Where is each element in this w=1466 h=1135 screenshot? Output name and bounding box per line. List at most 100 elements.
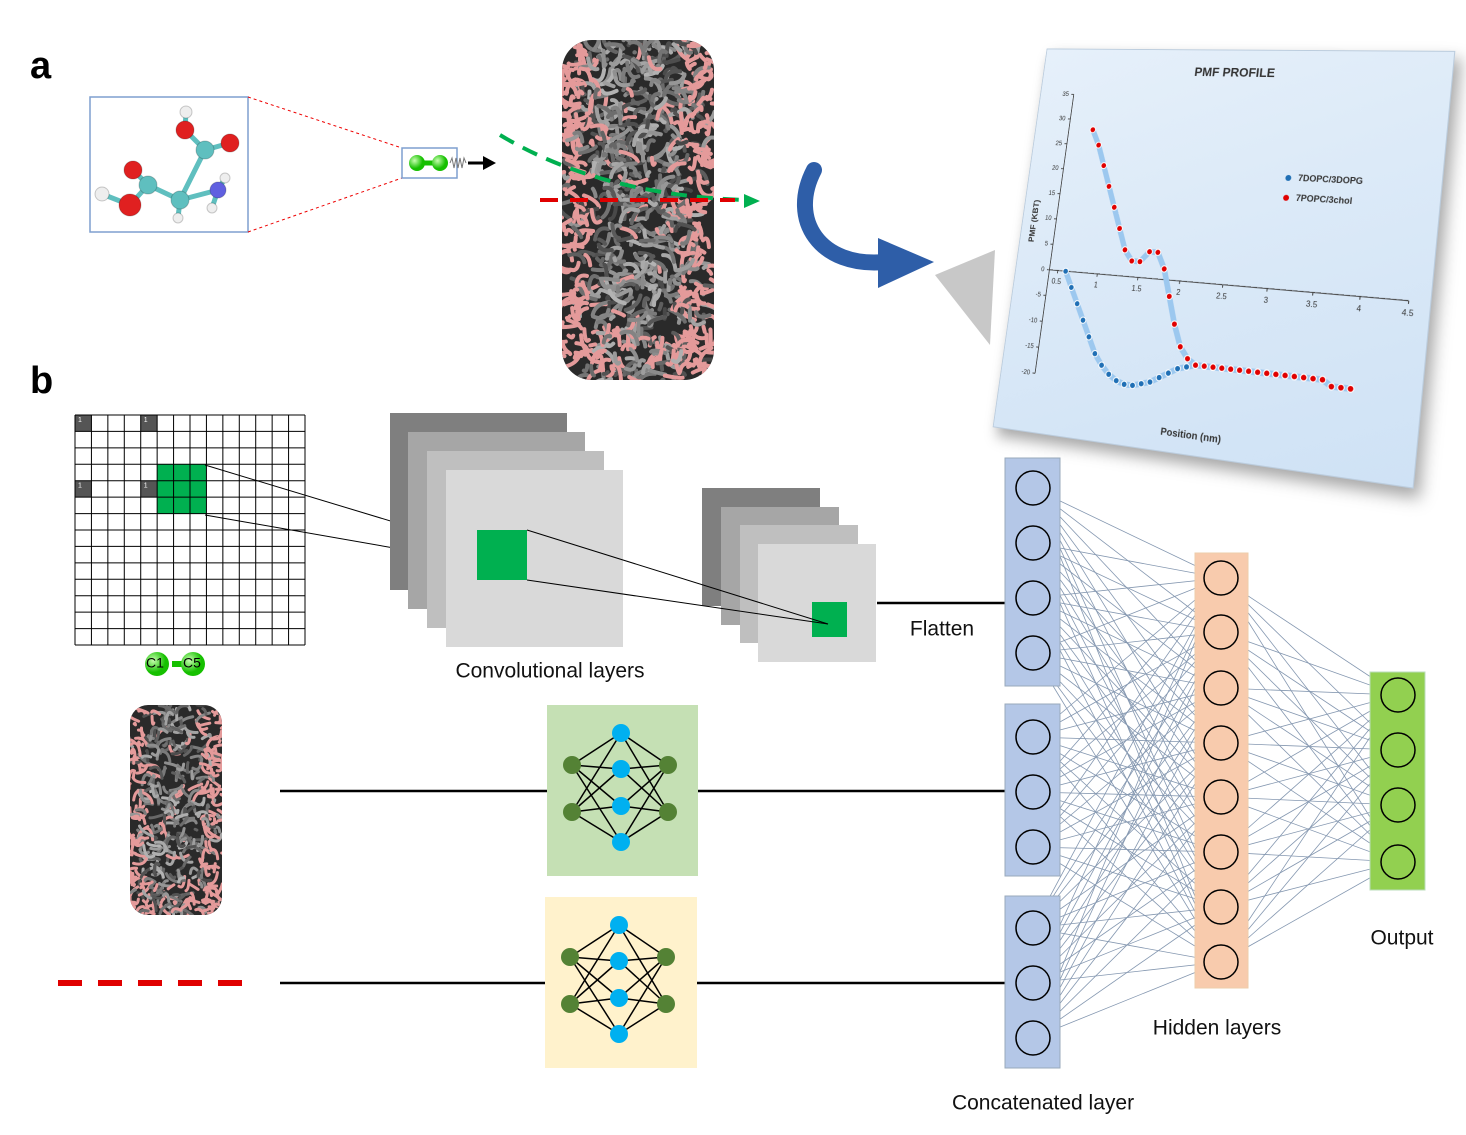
lipid bbox=[680, 250, 696, 258]
lipid bbox=[694, 310, 712, 319]
neuron bbox=[1015, 965, 1051, 1001]
lipid bbox=[202, 884, 219, 892]
lipid bbox=[219, 784, 222, 798]
lipid bbox=[609, 364, 616, 372]
lipid bbox=[708, 155, 714, 169]
lipid bbox=[663, 227, 670, 235]
lipid bbox=[142, 712, 154, 718]
y-tick-label: 10 bbox=[1045, 215, 1053, 222]
lipid bbox=[700, 236, 711, 250]
lipid bbox=[207, 840, 213, 851]
lipid bbox=[704, 346, 714, 355]
lipid bbox=[213, 743, 222, 751]
data-point bbox=[1192, 362, 1199, 369]
lipid bbox=[130, 831, 136, 840]
edge bbox=[1220, 577, 1399, 696]
lipid bbox=[668, 72, 687, 86]
node bbox=[612, 760, 630, 778]
node bbox=[563, 803, 581, 821]
data-point bbox=[1111, 204, 1117, 210]
lipid bbox=[588, 342, 598, 348]
lipid bbox=[708, 277, 714, 294]
lipid bbox=[171, 739, 182, 752]
edge bbox=[1220, 861, 1399, 963]
neuron bbox=[1203, 670, 1239, 706]
lipid bbox=[574, 300, 590, 318]
lipid bbox=[130, 814, 142, 822]
lipid bbox=[688, 90, 698, 101]
data-point bbox=[1098, 362, 1104, 369]
y-tick-label: 35 bbox=[1062, 91, 1070, 98]
edge bbox=[571, 811, 622, 843]
lipid bbox=[600, 201, 612, 220]
x-tick-label: 2 bbox=[1176, 287, 1181, 297]
data-point bbox=[1092, 350, 1098, 357]
data-point bbox=[1074, 300, 1080, 307]
lipid bbox=[638, 238, 656, 244]
lipid bbox=[602, 80, 616, 89]
lipid bbox=[612, 351, 622, 366]
lipid bbox=[583, 252, 593, 268]
node bbox=[610, 989, 628, 1007]
lipid bbox=[193, 827, 199, 832]
edge bbox=[1032, 631, 1222, 1039]
lipid bbox=[613, 76, 633, 88]
lipid bbox=[213, 828, 218, 835]
projection-line bbox=[526, 529, 829, 625]
lipid bbox=[687, 78, 707, 91]
lipid bbox=[200, 752, 209, 760]
y-tick-label: 30 bbox=[1058, 115, 1066, 122]
lipid bbox=[183, 725, 199, 734]
bead bbox=[181, 652, 205, 676]
y-axis bbox=[1035, 94, 1074, 373]
lipid bbox=[185, 844, 197, 850]
lipid bbox=[214, 720, 222, 725]
edge bbox=[1032, 487, 1222, 579]
lipid bbox=[706, 44, 713, 56]
lipid bbox=[633, 252, 645, 262]
lipid bbox=[671, 184, 679, 191]
legend-swatch bbox=[1282, 194, 1290, 201]
lipid bbox=[702, 61, 709, 70]
lipid bbox=[680, 229, 692, 246]
flatten-label: Flatten bbox=[910, 618, 974, 641]
lipid bbox=[681, 291, 701, 307]
lipid bbox=[562, 76, 567, 94]
lipid bbox=[614, 68, 623, 81]
lipid bbox=[598, 253, 615, 269]
lipid bbox=[584, 350, 605, 365]
lipid bbox=[148, 813, 164, 820]
lipid bbox=[678, 111, 687, 128]
lipid bbox=[163, 761, 178, 768]
lipid bbox=[704, 332, 710, 348]
lipid bbox=[181, 737, 189, 749]
lipid bbox=[136, 836, 147, 846]
lipid bbox=[701, 264, 708, 270]
lipid bbox=[571, 291, 586, 302]
node bbox=[659, 756, 677, 774]
lipid bbox=[200, 848, 210, 863]
lipid bbox=[686, 241, 696, 254]
lipid bbox=[586, 56, 600, 72]
edge bbox=[1032, 577, 1222, 1039]
lipid bbox=[174, 705, 189, 715]
lipid bbox=[581, 193, 602, 209]
lipid bbox=[693, 239, 699, 251]
lipid bbox=[205, 803, 211, 814]
data-point bbox=[1121, 381, 1128, 388]
lipid bbox=[688, 324, 707, 341]
lipid bbox=[197, 722, 208, 737]
lipid bbox=[706, 268, 714, 276]
lipid bbox=[199, 867, 205, 880]
edge bbox=[1032, 796, 1222, 1039]
edge bbox=[1220, 749, 1399, 963]
node bbox=[610, 952, 628, 970]
edge bbox=[1032, 631, 1222, 848]
lipid bbox=[645, 308, 655, 325]
lipid bbox=[701, 286, 714, 296]
lipid bbox=[589, 363, 596, 378]
neuron bbox=[1015, 1020, 1051, 1056]
lipid bbox=[215, 732, 222, 741]
lipid bbox=[607, 288, 627, 306]
lipid bbox=[698, 52, 707, 63]
